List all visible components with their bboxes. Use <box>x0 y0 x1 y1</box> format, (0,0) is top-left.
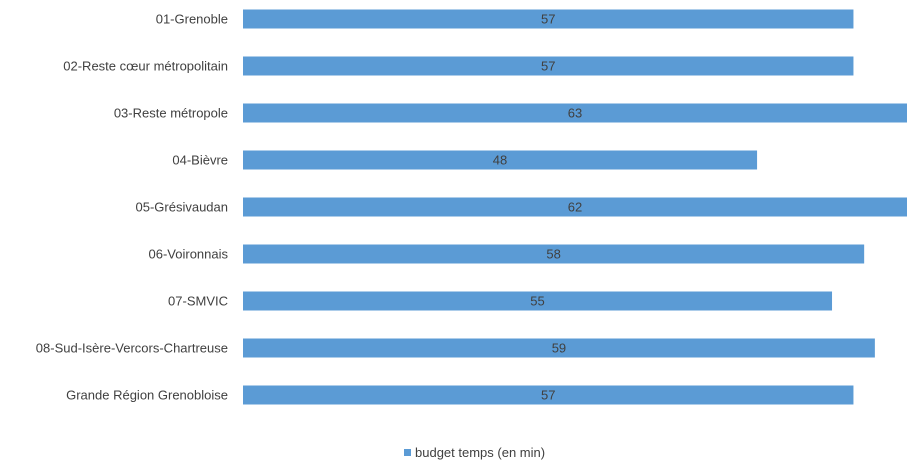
value-label-6: 58 <box>546 247 560 262</box>
value-labels-layer: 57 57 63 48 62 58 55 59 57 <box>493 12 582 403</box>
category-label-8: 08-Sud-Isère-Vercors-Chartreuse <box>36 341 228 356</box>
bar-9 <box>243 385 854 405</box>
category-label-7: 07-SMVIC <box>168 294 228 309</box>
value-label-3: 63 <box>568 106 582 121</box>
bar-6 <box>243 244 865 264</box>
value-label-5: 62 <box>568 200 582 215</box>
category-label-3: 03-Reste métropole <box>114 106 228 121</box>
value-label-7: 55 <box>530 294 544 309</box>
value-label-1: 57 <box>541 12 555 27</box>
bars-layer <box>243 9 907 405</box>
category-label-9: Grande Région Grenobloise <box>66 388 228 403</box>
value-label-9: 57 <box>541 388 555 403</box>
value-label-8: 59 <box>552 341 566 356</box>
category-label-2: 02-Reste cœur métropolitain <box>63 59 228 74</box>
category-label-4: 04-Bièvre <box>172 153 228 168</box>
bar-4 <box>243 150 758 170</box>
legend-label: budget temps (en min) <box>415 445 545 460</box>
value-label-2: 57 <box>541 59 555 74</box>
bar-2 <box>243 56 854 76</box>
value-label-4: 48 <box>493 153 507 168</box>
legend: budget temps (en min) <box>404 445 545 460</box>
bar-3 <box>243 103 907 123</box>
category-label-5: 05-Grésivaudan <box>136 200 229 215</box>
category-labels-layer: 01-Grenoble 02-Reste cœur métropolitain 03… <box>36 12 229 403</box>
bar-1 <box>243 9 854 29</box>
bar-5 <box>243 197 907 217</box>
bar-8 <box>243 338 875 358</box>
category-label-6: 06-Voironnais <box>149 247 229 262</box>
category-label-1: 01-Grenoble <box>156 12 228 27</box>
bar-7 <box>243 291 833 311</box>
legend-swatch <box>404 449 411 456</box>
